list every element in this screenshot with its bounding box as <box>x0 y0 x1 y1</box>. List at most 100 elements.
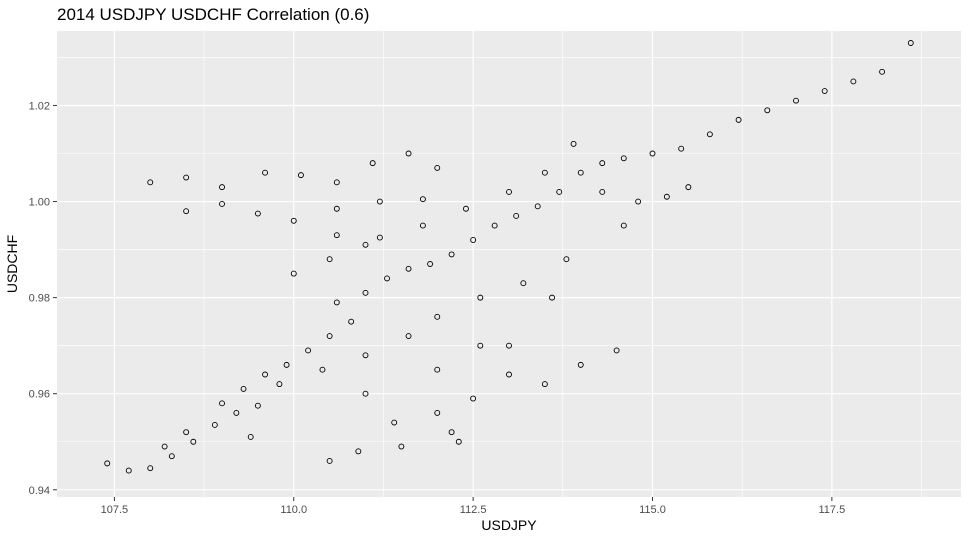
data-point <box>620 222 627 229</box>
data-point <box>635 198 642 205</box>
x-tick-label: 117.5 <box>818 504 845 516</box>
data-point <box>355 448 362 455</box>
data-point <box>305 347 312 354</box>
data-point <box>240 385 247 392</box>
data-point <box>384 275 390 282</box>
data-point <box>283 361 290 368</box>
data-point <box>326 333 333 340</box>
data-point <box>541 169 548 176</box>
data-point <box>477 342 484 349</box>
x-tick-label: 110.0 <box>280 504 307 516</box>
data-point <box>735 116 742 123</box>
data-point <box>470 237 477 243</box>
data-point <box>161 443 168 450</box>
data-point <box>470 395 477 402</box>
data-point <box>613 347 620 354</box>
data-point <box>333 299 340 306</box>
y-tick-label: 0.98 <box>29 293 50 305</box>
data-point <box>879 68 886 75</box>
data-point <box>362 289 369 296</box>
data-point <box>599 160 606 167</box>
data-point <box>254 210 261 217</box>
data-point <box>463 205 469 212</box>
data-point <box>599 188 606 195</box>
data-point <box>362 241 369 248</box>
y-tick-label: 1.00 <box>29 197 50 209</box>
data-point <box>793 97 799 104</box>
x-tick-label: 107.5 <box>101 504 129 516</box>
data-point <box>147 179 154 186</box>
data-point <box>147 465 154 472</box>
data-point <box>534 203 541 210</box>
data-point <box>183 429 190 436</box>
data-point <box>333 179 340 186</box>
data-point <box>706 131 713 138</box>
data-point <box>125 467 132 474</box>
x-tick-label: 115.0 <box>639 504 666 516</box>
data-point <box>506 188 512 195</box>
data-point <box>419 196 426 203</box>
data-point <box>290 217 297 224</box>
grid-lines <box>57 31 961 497</box>
data-point <box>348 318 355 325</box>
data-point <box>254 402 261 409</box>
plot-panel <box>57 31 961 497</box>
data-point <box>376 234 383 241</box>
data-point <box>319 366 326 373</box>
data-point <box>448 429 455 436</box>
data-point <box>405 150 412 157</box>
data-point <box>376 198 383 205</box>
x-tick-label: 112.5 <box>460 504 487 516</box>
data-point <box>549 294 555 301</box>
data-point <box>362 352 369 359</box>
data-point <box>276 381 283 388</box>
data-point <box>233 409 240 416</box>
data-point <box>477 294 484 301</box>
data-point <box>219 200 225 207</box>
data-point <box>620 155 627 162</box>
data-point <box>506 342 512 349</box>
data-point <box>434 409 441 416</box>
data-point <box>850 78 857 85</box>
data-point <box>326 458 333 464</box>
chart-title: 2014 USDJPY USDCHF Correlation (0.6) <box>57 5 370 24</box>
data-point <box>513 213 520 219</box>
data-point <box>577 169 584 176</box>
data-point <box>541 381 548 388</box>
data-point <box>211 421 218 428</box>
data-point <box>333 232 340 239</box>
data-point <box>183 208 190 215</box>
data-point <box>434 164 441 171</box>
data-point <box>326 256 333 263</box>
data-point <box>570 140 577 147</box>
data-point <box>247 433 254 440</box>
data-point <box>333 205 340 212</box>
data-point <box>821 88 828 95</box>
data-point <box>398 443 405 450</box>
data-point <box>577 361 584 368</box>
data-point <box>506 371 512 378</box>
data-point <box>405 333 412 340</box>
data-point <box>219 184 225 191</box>
data-point <box>678 145 685 152</box>
y-tick-label: 1.02 <box>29 100 50 112</box>
data-point <box>391 419 398 426</box>
x-axis-title: USDJPY <box>481 517 537 533</box>
data-point <box>405 265 412 272</box>
data-point <box>419 222 426 229</box>
y-axis-title: USDCHF <box>4 235 20 293</box>
data-point <box>290 270 297 277</box>
data-point <box>190 438 197 445</box>
data-point <box>219 400 225 407</box>
data-point <box>362 390 369 397</box>
data-point <box>649 150 656 157</box>
data-point <box>663 193 670 200</box>
data-point <box>262 169 269 176</box>
data-point <box>434 366 441 373</box>
data-point <box>183 174 190 181</box>
data-point <box>434 313 441 320</box>
data-point <box>563 256 570 263</box>
data-point <box>491 222 498 229</box>
scatter-points <box>104 40 914 474</box>
